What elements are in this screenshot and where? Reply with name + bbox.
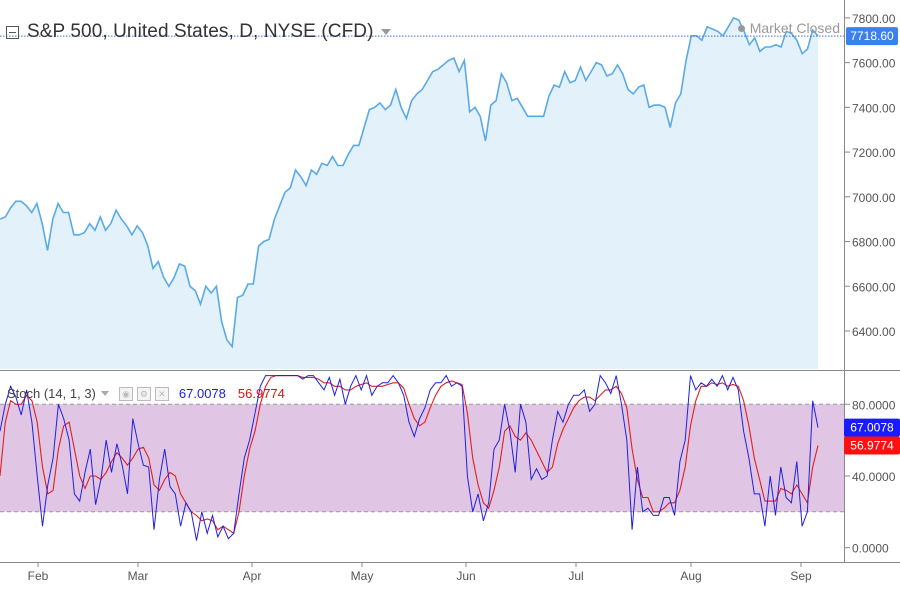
stoch-k-value: 67.0078 — [178, 386, 226, 401]
time-tick-label: Aug — [680, 569, 701, 583]
time-tick-label: Apr — [243, 569, 262, 583]
time-axis: Feb Mar Apr May Jun Jul Aug Sep — [28, 562, 812, 583]
price-y-axis-ticks: 6400.00 6600.00 6800.00 7000.00 7200.00 7400.… — [844, 12, 896, 339]
stoch-k-line — [0, 373, 819, 541]
last-price-badge: 7718.60 — [846, 27, 898, 46]
stoch-legend: Stoch (14, 1, 3) ◉ ⚙ ✕ 67.0078 56.9774 — [7, 386, 285, 401]
price-tick-label: 7800.00 — [852, 12, 896, 26]
time-tick-label: Jun — [456, 569, 475, 583]
stoch-y-axis-ticks: 0.0000 40.0000 80.0000 — [844, 398, 896, 556]
stoch-k-badge: 67.0078 — [844, 418, 900, 437]
price-series-line — [0, 16, 819, 349]
price-tick-label: 7200.00 — [852, 146, 896, 160]
price-tick-label: 7400.00 — [852, 101, 896, 115]
stoch-d-badge: 56.9774 — [844, 436, 900, 455]
close-icon[interactable]: ✕ — [154, 386, 169, 401]
last-price-badge-box — [846, 27, 898, 46]
stoch-band — [0, 404, 844, 512]
stoch-tick-label: 40.0000 — [852, 470, 896, 484]
caret-down-icon[interactable] — [100, 391, 109, 396]
time-tick-label: Jul — [568, 569, 583, 583]
stoch-d-line — [0, 375, 819, 535]
time-tick-label: Sep — [790, 569, 812, 583]
stoch-tick-label: 0.0000 — [852, 542, 889, 556]
collapse-icon[interactable] — [6, 25, 19, 39]
status-dot-icon — [737, 24, 745, 32]
time-tick-label: May — [351, 569, 374, 583]
stoch-title[interactable]: Stoch (14, 1, 3) — [7, 386, 96, 401]
price-tick-label: 6800.00 — [852, 236, 896, 250]
stoch-k-badge-box — [844, 418, 900, 437]
time-tick-label: Mar — [128, 569, 149, 583]
chart-header: S&P 500, United States, D, NYSE (CFD) — [6, 19, 391, 45]
eye-icon[interactable]: ◉ — [118, 386, 133, 401]
market-status: Market Closed — [737, 20, 840, 36]
symbol-title[interactable]: S&P 500, United States, D, NYSE (CFD) — [27, 21, 374, 42]
price-area-fill — [0, 17, 818, 370]
gear-icon[interactable]: ⚙ — [136, 386, 151, 401]
price-tick-label: 6400.00 — [852, 325, 896, 339]
stoch-d-value: 56.9774 — [237, 386, 285, 401]
stoch-d-badge-label: 56.9774 — [850, 438, 894, 452]
time-tick-label: Feb — [28, 569, 49, 583]
price-tick-label: 7000.00 — [852, 191, 896, 205]
price-tick-label: 6600.00 — [852, 280, 896, 294]
last-price-label: 7718.60 — [850, 29, 894, 43]
price-tick-label: 7600.00 — [852, 57, 896, 71]
stoch-d-badge-box — [844, 436, 900, 455]
caret-down-icon[interactable] — [380, 29, 391, 35]
market-status-text: Market Closed — [749, 20, 840, 36]
stoch-k-badge-label: 67.0078 — [850, 421, 894, 435]
stoch-tick-label: 80.0000 — [852, 398, 896, 412]
